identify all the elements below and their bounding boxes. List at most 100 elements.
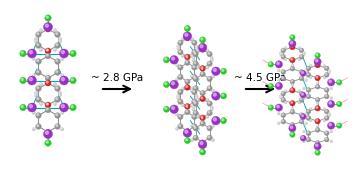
Circle shape (193, 51, 198, 57)
Circle shape (36, 113, 41, 118)
Circle shape (197, 78, 198, 79)
Circle shape (291, 133, 293, 135)
Circle shape (328, 114, 330, 117)
Circle shape (300, 92, 302, 94)
Circle shape (191, 139, 192, 140)
Circle shape (305, 114, 308, 117)
Circle shape (303, 97, 305, 99)
Circle shape (55, 86, 60, 91)
Circle shape (20, 50, 26, 57)
Circle shape (201, 150, 203, 152)
Circle shape (45, 53, 51, 59)
Circle shape (269, 63, 271, 64)
Circle shape (54, 83, 55, 84)
Circle shape (201, 116, 203, 118)
Circle shape (268, 62, 273, 67)
Circle shape (55, 113, 60, 118)
Circle shape (206, 99, 208, 100)
Circle shape (195, 45, 198, 48)
Circle shape (61, 74, 62, 75)
Circle shape (187, 106, 188, 107)
Circle shape (61, 111, 64, 114)
Circle shape (187, 85, 188, 87)
Circle shape (193, 110, 198, 116)
Circle shape (21, 78, 23, 81)
Circle shape (307, 88, 309, 90)
Circle shape (70, 50, 76, 57)
Circle shape (275, 104, 283, 111)
Circle shape (305, 115, 306, 116)
Circle shape (324, 120, 325, 121)
Circle shape (336, 123, 342, 128)
Circle shape (300, 135, 306, 141)
Circle shape (58, 94, 62, 97)
Circle shape (328, 71, 330, 74)
Circle shape (289, 125, 296, 132)
Circle shape (211, 116, 220, 125)
Circle shape (190, 124, 194, 127)
Circle shape (178, 74, 183, 80)
Circle shape (299, 91, 304, 96)
Circle shape (46, 27, 48, 29)
Circle shape (45, 26, 51, 32)
Circle shape (54, 103, 55, 104)
Circle shape (54, 29, 55, 30)
Circle shape (53, 48, 57, 51)
Circle shape (324, 94, 329, 99)
Circle shape (46, 141, 48, 143)
Circle shape (192, 114, 197, 119)
Circle shape (195, 47, 198, 50)
Circle shape (317, 145, 318, 146)
Circle shape (35, 38, 36, 39)
Circle shape (194, 126, 196, 128)
Circle shape (55, 124, 60, 129)
Circle shape (324, 65, 325, 66)
Circle shape (324, 131, 329, 136)
Circle shape (211, 57, 212, 58)
Circle shape (202, 146, 203, 147)
Circle shape (32, 128, 35, 131)
Circle shape (281, 119, 286, 124)
Circle shape (201, 146, 204, 149)
Circle shape (284, 101, 287, 104)
Circle shape (290, 57, 295, 63)
Circle shape (316, 54, 318, 56)
Circle shape (47, 103, 48, 105)
Circle shape (298, 102, 299, 103)
Circle shape (45, 107, 51, 113)
Circle shape (56, 87, 58, 89)
Circle shape (305, 71, 306, 72)
Circle shape (213, 93, 216, 96)
Circle shape (300, 49, 302, 50)
Circle shape (46, 16, 48, 18)
Circle shape (299, 119, 304, 124)
Circle shape (184, 138, 190, 144)
Circle shape (192, 124, 197, 129)
Circle shape (186, 105, 188, 107)
Circle shape (32, 74, 35, 77)
Circle shape (46, 130, 48, 132)
Circle shape (324, 116, 329, 120)
Circle shape (290, 41, 293, 44)
Circle shape (316, 101, 319, 104)
Text: ~ 2.8 GPa: ~ 2.8 GPa (91, 73, 143, 83)
Circle shape (35, 94, 38, 97)
Circle shape (184, 104, 190, 109)
Circle shape (197, 66, 198, 67)
Circle shape (309, 119, 312, 122)
Circle shape (212, 125, 213, 126)
Circle shape (305, 113, 306, 114)
Circle shape (306, 88, 311, 92)
Circle shape (211, 124, 215, 127)
Circle shape (195, 97, 197, 98)
Circle shape (186, 106, 189, 109)
Circle shape (303, 95, 305, 97)
Circle shape (190, 75, 194, 78)
Circle shape (316, 63, 318, 65)
Circle shape (278, 113, 279, 114)
Circle shape (177, 47, 180, 50)
Circle shape (279, 96, 282, 99)
Circle shape (330, 97, 333, 99)
Circle shape (193, 75, 195, 77)
Circle shape (192, 106, 195, 109)
